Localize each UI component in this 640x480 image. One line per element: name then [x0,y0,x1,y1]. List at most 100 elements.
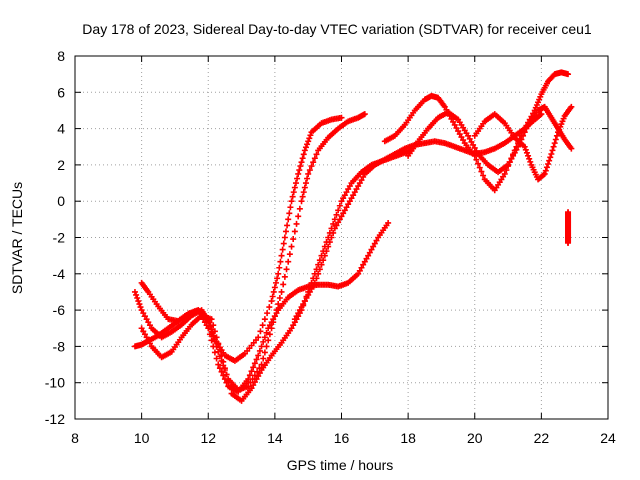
data-point-interp [270,288,277,295]
data-point-interp [251,379,258,386]
data-point-interp [266,322,273,329]
data-point-interp [293,313,300,320]
data-point-interp [328,234,335,241]
data-point-interp [356,180,363,187]
data-point-interp [296,167,303,174]
data-point [568,103,575,110]
data-point [305,170,312,177]
data-point [541,170,548,177]
data-point [385,219,392,226]
data-point-interp [274,275,281,282]
data-point-interp [246,372,253,379]
data-point-interp [456,131,463,138]
data-point-interp [256,370,263,377]
data-point-interp [268,319,275,326]
data-point [298,198,305,205]
data-point-interp [335,207,342,214]
data-point-interp [453,124,460,131]
data-point-interp [318,261,325,268]
data-point-interp [301,184,308,191]
data-point-interp [213,355,220,362]
data-point-interp [310,159,317,166]
series-s8 [471,103,575,183]
data-point-interp [360,261,367,268]
data-point-interp [271,284,278,291]
data-point-interp [330,229,337,236]
data-point-interp [140,310,147,317]
data-point-interp [203,322,210,329]
data-point-interp [225,377,232,384]
data-point-interp [305,291,312,298]
data-point [218,352,225,359]
data-point-interp [310,282,317,289]
data-point-interp [345,186,352,193]
data-point-interp [220,358,227,365]
data-point-interp [285,258,292,265]
data-point-interp [370,243,377,250]
y-tick-label: -6 [53,302,66,318]
data-point-interp [145,337,152,344]
data-point-interp [141,331,148,338]
data-point-interp [146,322,153,329]
data-point [245,376,252,383]
data-point-interp [371,240,378,247]
data-point-interp [358,264,365,271]
data-point-interp [269,293,276,300]
data-point-interp [356,267,363,274]
data-point-interp [291,184,298,191]
data-point-interp [323,248,330,255]
data-point-interp [250,364,257,371]
data-point [205,325,212,332]
data-point-interp [295,310,302,317]
x-tick-label: 8 [71,430,79,446]
data-point-interp [146,340,153,347]
data-point-interp [478,168,485,175]
data-point-interp [296,205,303,212]
data-point-interp [470,141,477,148]
data-point-interp [326,239,333,246]
data-point-interp [220,372,227,379]
data-point [538,111,545,118]
y-tick-label: -10 [45,375,65,391]
data-point [208,316,215,323]
data-point-interp [253,356,260,363]
data-point [341,207,348,214]
data-point-interp [455,128,462,135]
x-tick-label: 20 [467,430,483,446]
data-point-interp [264,310,271,317]
data-point-interp [259,322,266,329]
data-point-interp [511,149,518,156]
data-point-interp [271,313,278,320]
data-point-interp [136,301,143,308]
y-axis-label: SDTVAR / TECUs [9,182,25,294]
data-point-interp [302,144,309,151]
data-point-interp [206,331,213,338]
data-point-interp [300,151,307,158]
data-point-interp [311,155,318,162]
data-point-interp [450,118,457,125]
data-point [321,252,328,259]
data-point-interp [307,132,314,139]
data-point [138,325,145,332]
data-point-interp [542,167,549,174]
data-point-interp [526,155,533,162]
data-point-interp [304,175,311,182]
data-point [565,239,572,246]
data-point-interp [353,186,360,193]
data-point-interp [333,211,340,218]
data-point-interp [210,322,217,329]
data-point-interp [348,195,355,202]
data-point-interp [480,172,487,179]
data-point-interp [553,132,560,139]
data-point-interp [537,111,544,118]
data-point [351,189,358,196]
data-point-interp [211,328,218,335]
data-point-interp [366,249,373,256]
data-point-interp [523,149,530,156]
data-point-interp [216,346,223,353]
data-point-interp [333,222,340,229]
data-point-interp [306,288,313,295]
data-point-interp [290,189,297,196]
data-point-interp [145,319,152,326]
